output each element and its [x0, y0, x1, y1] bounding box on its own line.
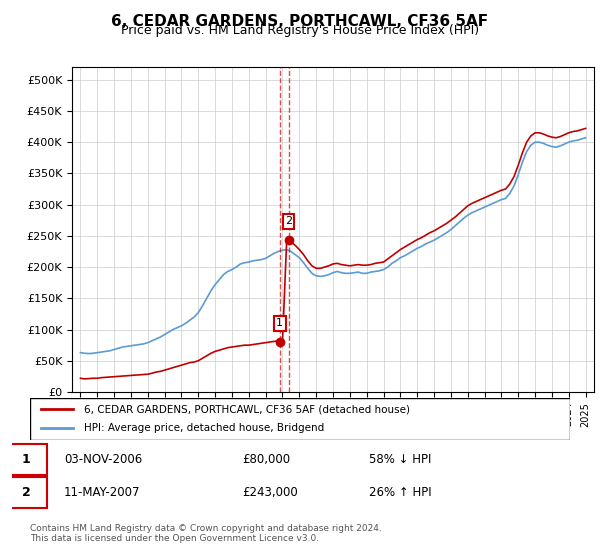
Text: 58% ↓ HPI: 58% ↓ HPI — [369, 452, 431, 466]
FancyBboxPatch shape — [6, 444, 47, 475]
Text: £243,000: £243,000 — [242, 486, 298, 498]
Text: 11-MAY-2007: 11-MAY-2007 — [64, 486, 140, 498]
Text: HPI: Average price, detached house, Bridgend: HPI: Average price, detached house, Brid… — [84, 423, 324, 433]
Text: 1: 1 — [276, 318, 283, 328]
Text: 2: 2 — [22, 486, 31, 498]
Text: £80,000: £80,000 — [242, 452, 290, 466]
Text: 6, CEDAR GARDENS, PORTHCAWL, CF36 5AF: 6, CEDAR GARDENS, PORTHCAWL, CF36 5AF — [112, 14, 488, 29]
Text: 03-NOV-2006: 03-NOV-2006 — [64, 452, 142, 466]
FancyBboxPatch shape — [30, 398, 570, 440]
Text: 1: 1 — [22, 452, 31, 466]
Text: 26% ↑ HPI: 26% ↑ HPI — [369, 486, 432, 498]
Text: 2: 2 — [285, 217, 292, 226]
Text: Price paid vs. HM Land Registry's House Price Index (HPI): Price paid vs. HM Land Registry's House … — [121, 24, 479, 37]
FancyBboxPatch shape — [6, 477, 47, 507]
Text: 6, CEDAR GARDENS, PORTHCAWL, CF36 5AF (detached house): 6, CEDAR GARDENS, PORTHCAWL, CF36 5AF (d… — [84, 404, 410, 414]
Text: Contains HM Land Registry data © Crown copyright and database right 2024.
This d: Contains HM Land Registry data © Crown c… — [30, 524, 382, 543]
